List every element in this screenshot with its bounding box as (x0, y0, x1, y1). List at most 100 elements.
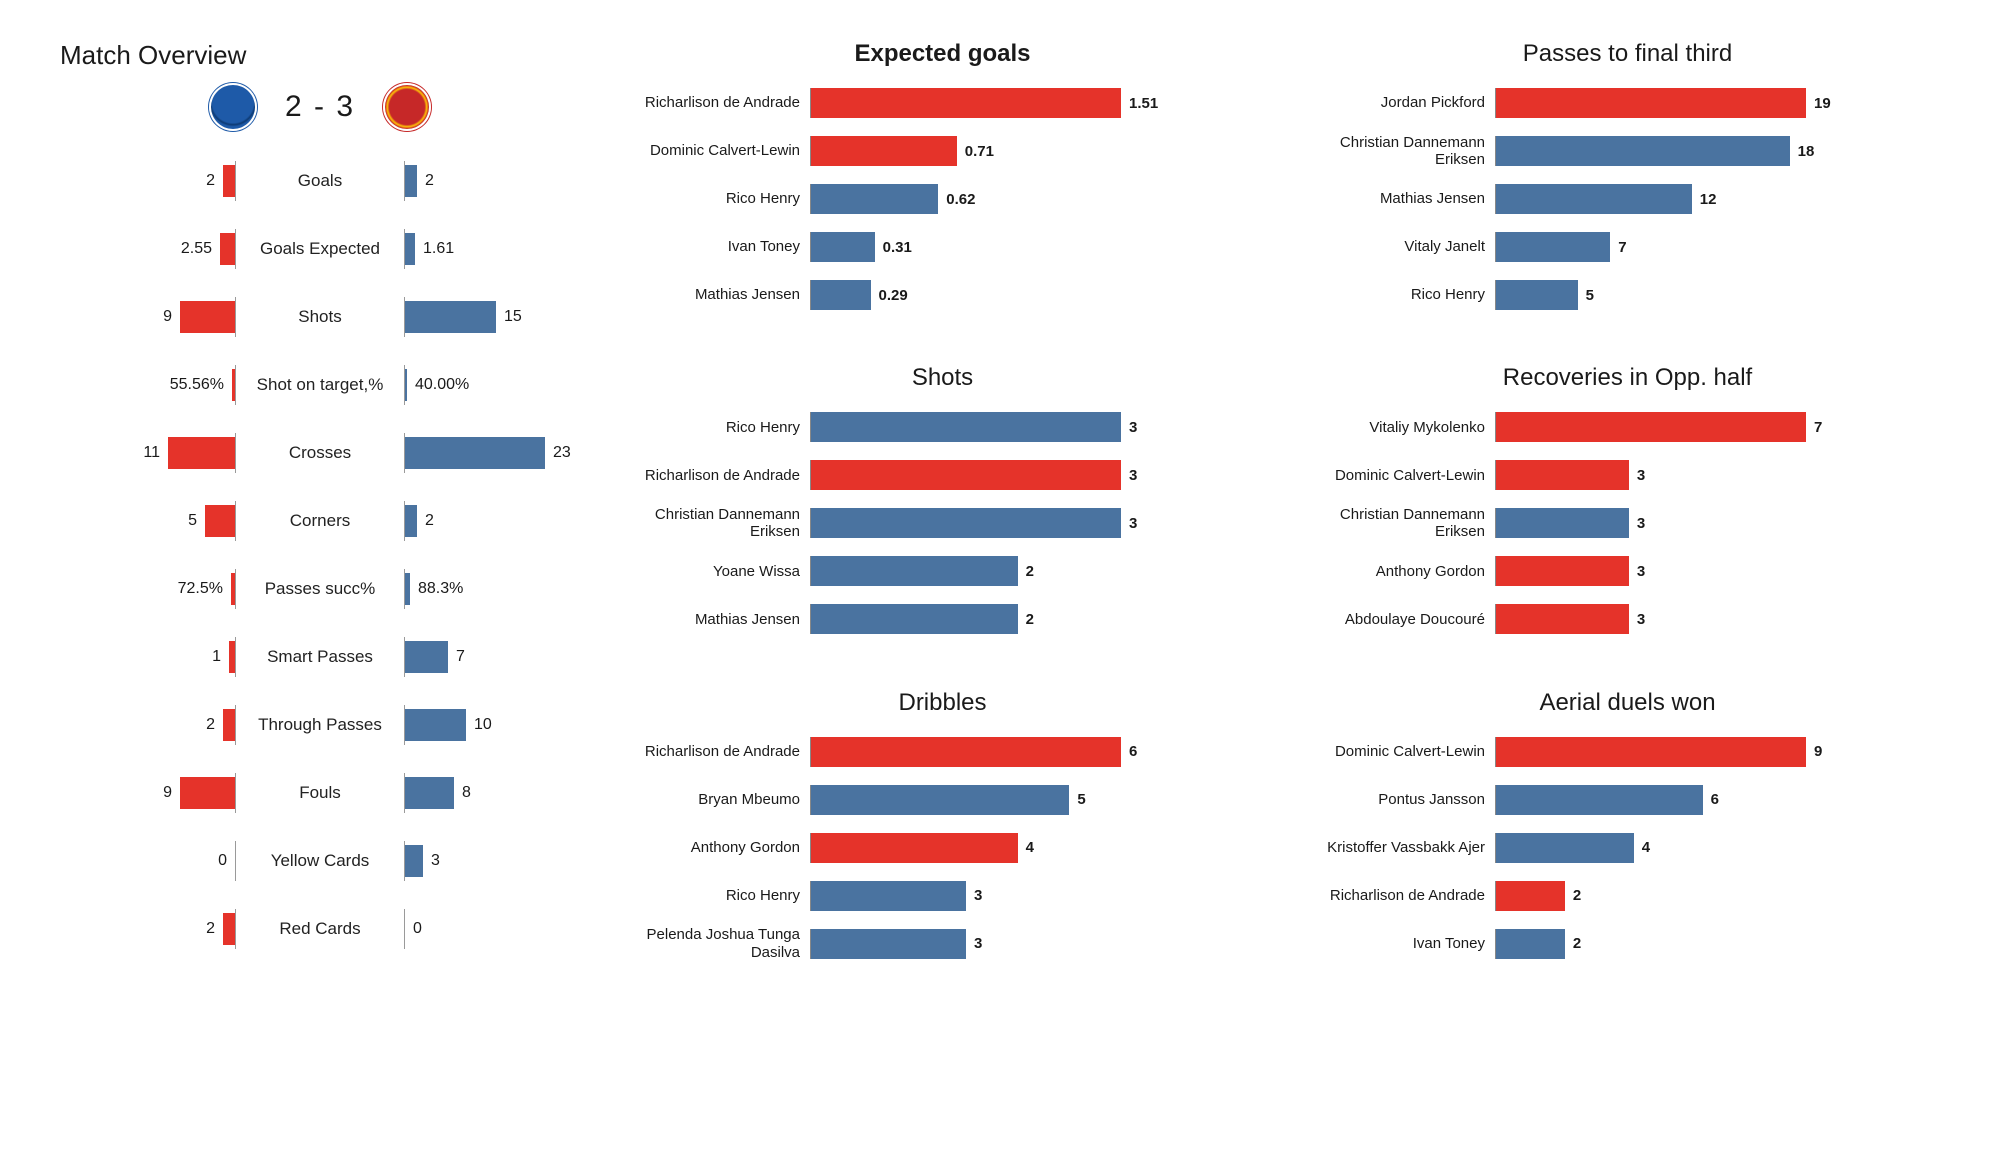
bar-wrap-away (404, 845, 423, 877)
chart-panel: ShotsRico Henry3Richarlison de Andrade3C… (630, 364, 1255, 646)
chart-row: Bryan Mbeumo5 (630, 779, 1255, 821)
stat-value-home: 0 (210, 852, 235, 870)
chart-bar-value: 0.71 (957, 143, 994, 160)
chart-row: Pelenda Joshua Tunga Dasilva3 (630, 923, 1255, 965)
chart-row-label: Yoane Wissa (630, 563, 810, 580)
chart-bar (1496, 280, 1578, 310)
chart-row-label: Pelenda Joshua Tunga Dasilva (630, 926, 810, 961)
chart-bar-value: 2 (1565, 935, 1581, 952)
stat-label: Shots (236, 307, 404, 327)
chart-row-label: Rico Henry (630, 419, 810, 436)
chart-row-label: Richarlison de Andrade (1315, 887, 1495, 904)
stat-row: 0Yellow Cards 3 (60, 835, 580, 887)
bar-wrap-away (404, 913, 405, 945)
chart-row: Mathias Jensen2 (630, 598, 1255, 640)
axis-line (235, 841, 236, 881)
chart-bar-track: 3 (1495, 556, 1940, 586)
chart-bar-track: 6 (1495, 785, 1940, 815)
stat-label: Yellow Cards (236, 851, 404, 871)
bar-wrap-away (404, 505, 417, 537)
chart-bar-track: 7 (1495, 232, 1940, 262)
chart-row-label: Richarlison de Andrade (630, 743, 810, 760)
chart-bar-track: 5 (810, 785, 1255, 815)
bar-wrap-home (229, 641, 236, 673)
bar-wrap-away (404, 165, 417, 197)
chart-row-label: Mathias Jensen (630, 286, 810, 303)
stat-side-home: 5 (60, 505, 236, 537)
axis-line (235, 365, 236, 405)
chart-bar-track: 3 (810, 929, 1255, 959)
chart-row-label: Anthony Gordon (630, 839, 810, 856)
axis-line (235, 433, 236, 473)
bar-wrap-home (223, 165, 236, 197)
chart-bar-track: 3 (810, 460, 1255, 490)
chart-bar (1496, 929, 1565, 959)
stat-row: 2Goals2 (60, 155, 580, 207)
chart-title: Passes to final third (1315, 40, 1940, 68)
stat-value-away: 3 (423, 852, 448, 870)
chart-row: Dominic Calvert-Lewin 3 (1315, 454, 1940, 496)
chart-title: Expected goals (630, 40, 1255, 68)
chart-bar (811, 833, 1018, 863)
chart-row-label: Mathias Jensen (630, 611, 810, 628)
stat-bar-home (180, 301, 235, 333)
stat-bar-away (405, 641, 448, 673)
chart-bar-value: 2 (1565, 887, 1581, 904)
chart-row: Anthony Gordon 4 (630, 827, 1255, 869)
score-text: 2 - 3 (285, 90, 355, 124)
stat-side-away: 8 (404, 777, 580, 809)
chart-bar-value: 4 (1018, 839, 1034, 856)
chart-row-label: Mathias Jensen (1315, 190, 1495, 207)
bar-wrap-away (404, 573, 410, 605)
bar-wrap-home (205, 505, 236, 537)
chart-row-label: Anthony Gordon (1315, 563, 1495, 580)
chart-bar-track: 4 (1495, 833, 1940, 863)
chart-bar (811, 785, 1069, 815)
chart-row-label: Dominic Calvert-Lewin (1315, 467, 1495, 484)
chart-bar (811, 556, 1018, 586)
axis-line (235, 501, 236, 541)
chart-bar-track: 3 (810, 508, 1255, 538)
stat-value-away: 88.3% (410, 580, 471, 598)
chart-row-label: Kristoffer Vassbakk Ajer (1315, 839, 1495, 856)
chart-bar-value: 3 (1629, 467, 1645, 484)
chart-bar-value: 0.62 (938, 191, 975, 208)
chart-bar-value: 3 (1629, 563, 1645, 580)
chart-bar-track: 3 (1495, 508, 1940, 538)
chart-bar-value: 7 (1610, 239, 1626, 256)
chart-bar (1496, 604, 1629, 634)
stat-value-away: 23 (545, 444, 579, 462)
chart-bar (811, 280, 871, 310)
stat-side-away: 0 (404, 913, 580, 945)
axis-line (235, 909, 236, 949)
chart-bar (1496, 412, 1806, 442)
stat-side-away: 2 (404, 505, 580, 537)
chart-bar-value: 3 (966, 887, 982, 904)
stat-side-home: 2 (60, 165, 236, 197)
bar-wrap-home (231, 573, 236, 605)
chart-row: Yoane Wissa2 (630, 550, 1255, 592)
axis-line (235, 161, 236, 201)
stat-label: Passes succ% (236, 579, 404, 599)
stat-bar-away (405, 165, 417, 197)
chart-row-label: Ivan Toney (630, 238, 810, 255)
chart-bar-value: 4 (1634, 839, 1650, 856)
stat-side-home: 9 (60, 301, 236, 333)
stat-value-away: 2 (417, 172, 442, 190)
stat-side-away: 10 (404, 709, 580, 741)
chart-panel: DribblesRicharlison de Andrade6Bryan Mbe… (630, 689, 1255, 971)
chart-bar (811, 929, 966, 959)
chart-bar-track: 7 (1495, 412, 1940, 442)
chart-row: Dominic Calvert-Lewin9 (1315, 731, 1940, 773)
chart-row-label: Pontus Jansson (1315, 791, 1495, 808)
stat-value-home: 2 (198, 716, 223, 734)
bar-wrap-home (232, 369, 236, 401)
stat-value-home: 2.55 (173, 240, 220, 258)
chart-bar (1496, 136, 1790, 166)
stat-bar-home (223, 913, 235, 945)
stat-value-home: 55.56% (162, 376, 232, 394)
chart-bar-value: 0.29 (871, 287, 908, 304)
stat-value-home: 5 (180, 512, 205, 530)
bar-wrap-home (223, 913, 236, 945)
chart-row-label: Christian Dannemann Eriksen (1315, 506, 1495, 541)
